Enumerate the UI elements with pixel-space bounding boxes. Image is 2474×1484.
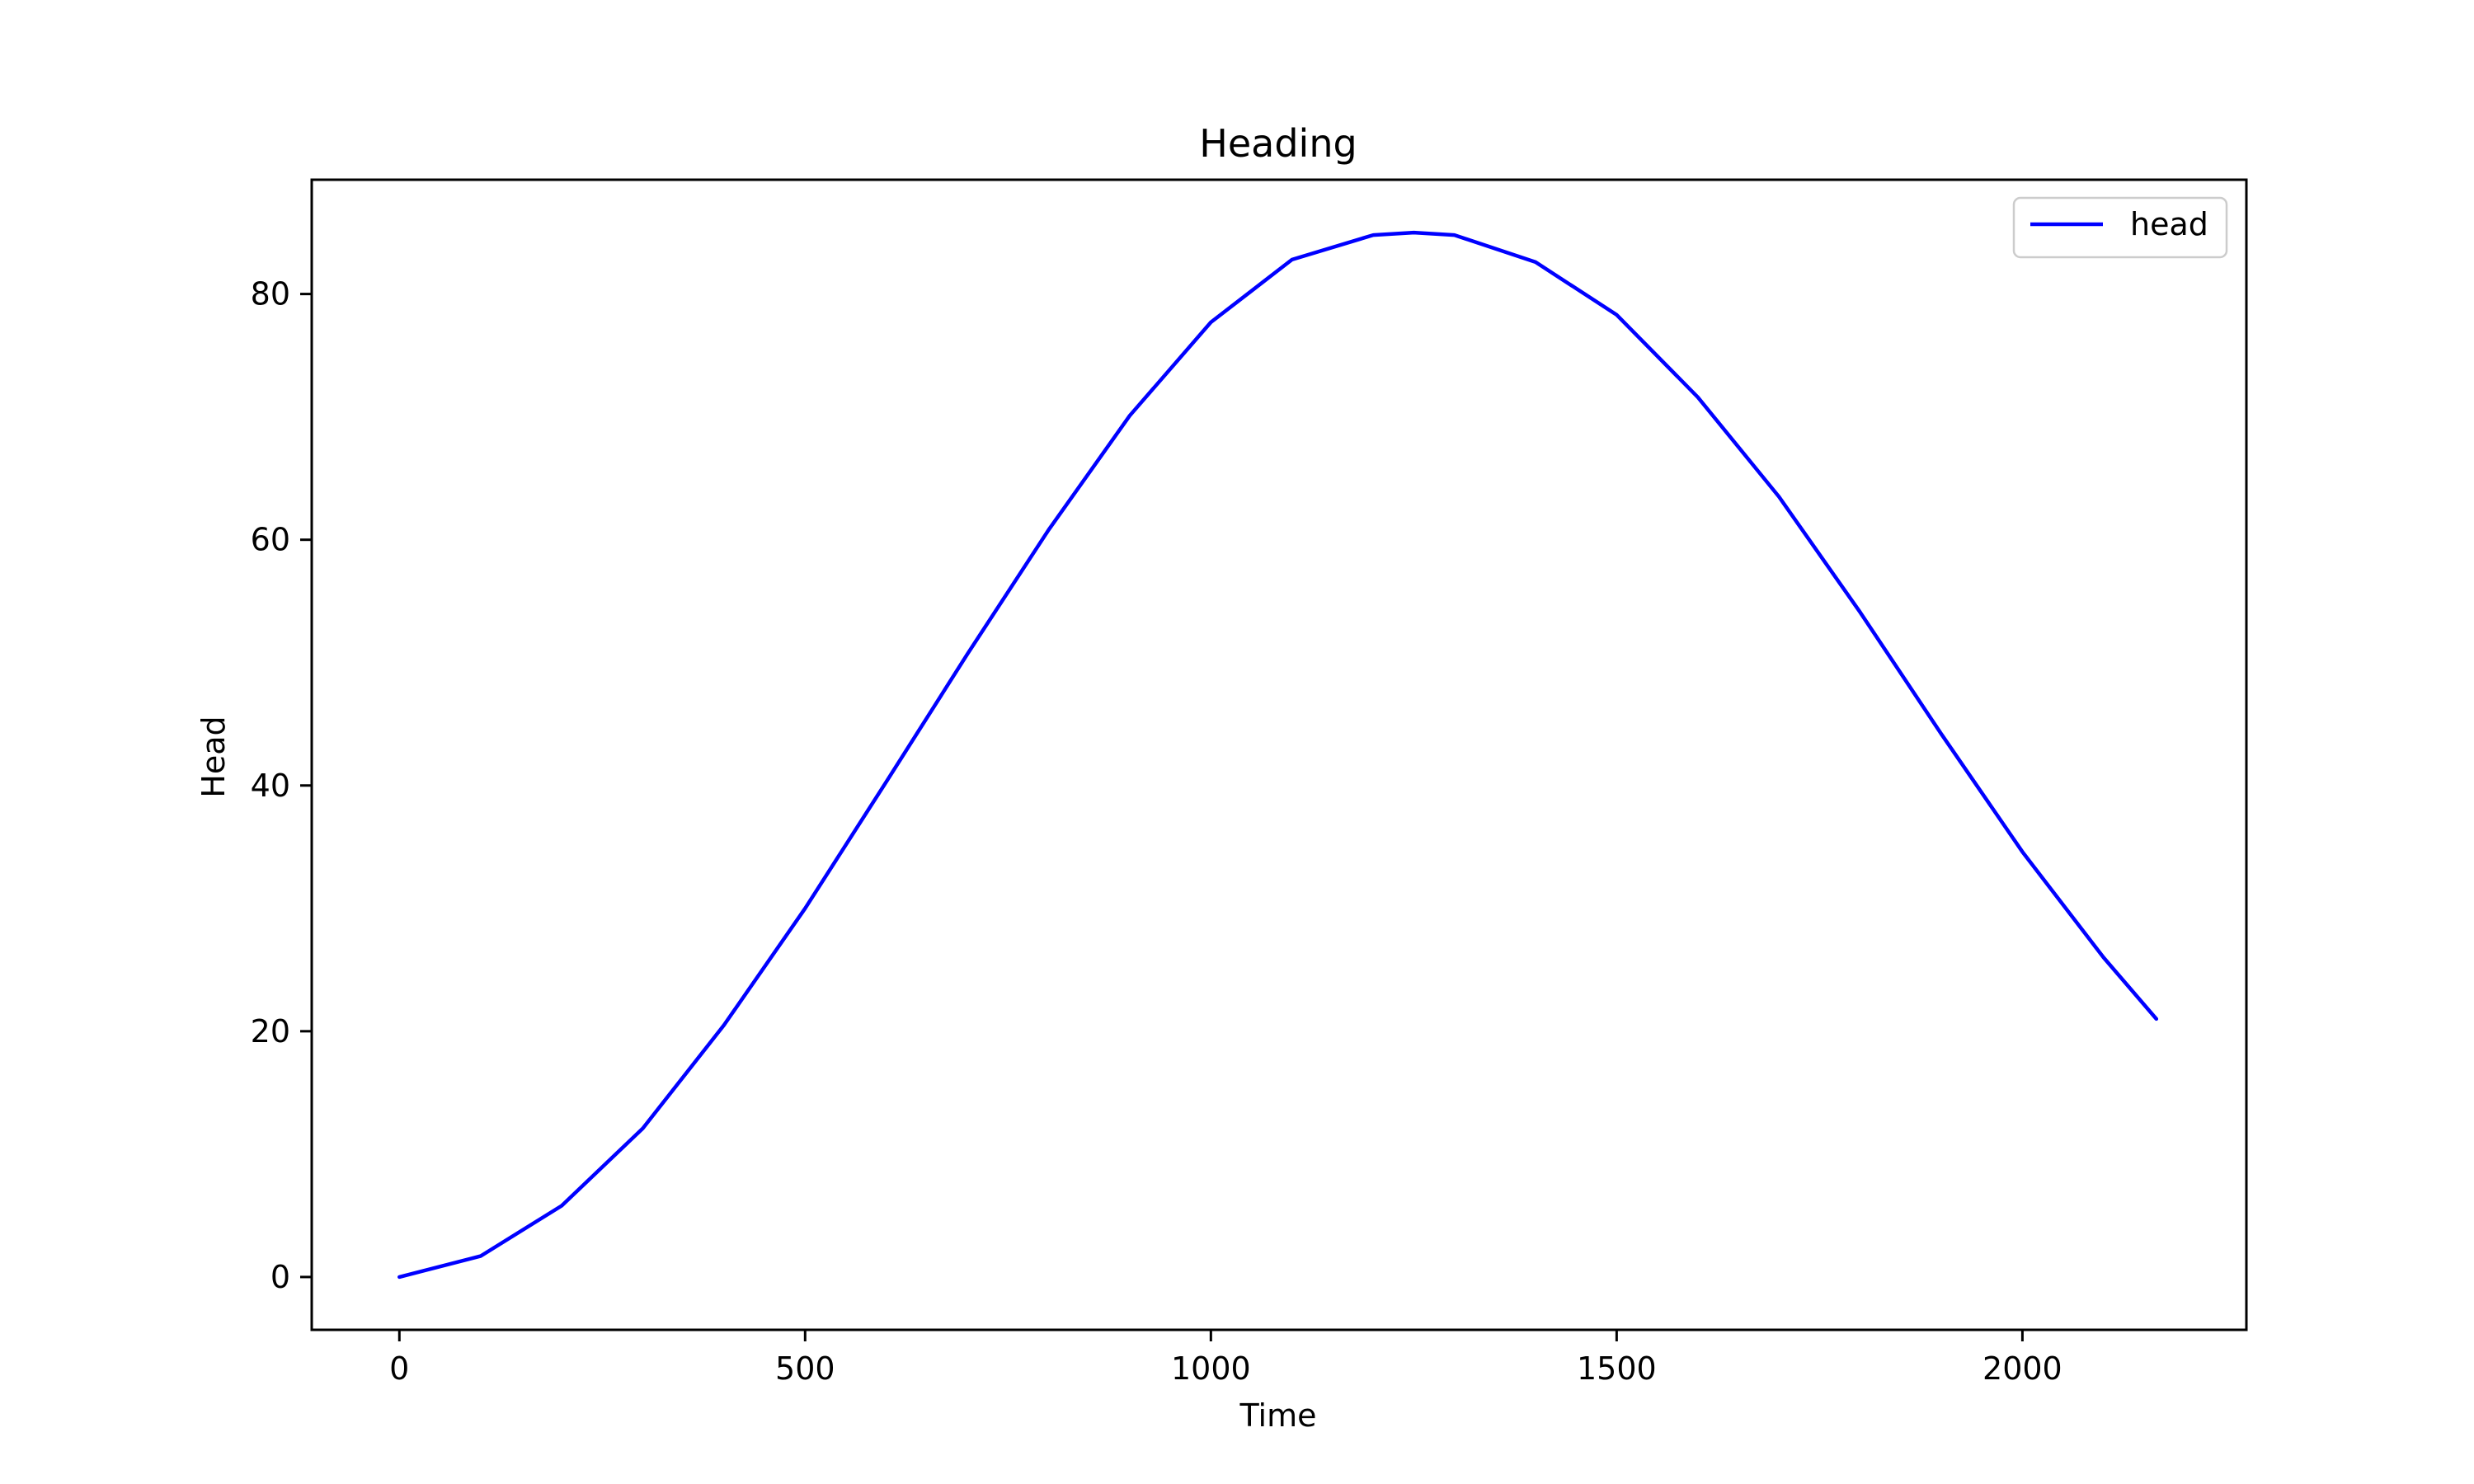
- legend-box: [2012, 196, 2228, 259]
- x-tick-label: 1500: [1577, 1350, 1657, 1387]
- x-tick-label: 500: [775, 1350, 835, 1387]
- y-axis-label: Head: [195, 716, 232, 797]
- y-tick-label: 40: [251, 768, 290, 804]
- x-axis-label: Time: [1239, 1397, 1317, 1434]
- y-tick-label: 20: [251, 1013, 290, 1050]
- y-tick-label: 0: [270, 1259, 290, 1295]
- x-axis: 0 500 1000 1500 2000: [389, 1330, 2062, 1387]
- x-tick-label: 2000: [1982, 1350, 2062, 1387]
- legend: head: [2012, 196, 2228, 259]
- legend-label-head: head: [2130, 206, 2208, 242]
- series-line-head: [397, 230, 2159, 1280]
- y-axis: 0 20 40 60 80: [251, 276, 312, 1295]
- plot-frame: [310, 178, 2248, 1331]
- plot-area: [310, 178, 2248, 1331]
- chart-title: Heading: [1199, 121, 1357, 166]
- y-tick-label: 60: [251, 522, 290, 558]
- x-tick-label: 0: [389, 1350, 409, 1387]
- y-tick-label: 80: [251, 276, 290, 312]
- x-tick-label: 1000: [1171, 1350, 1251, 1387]
